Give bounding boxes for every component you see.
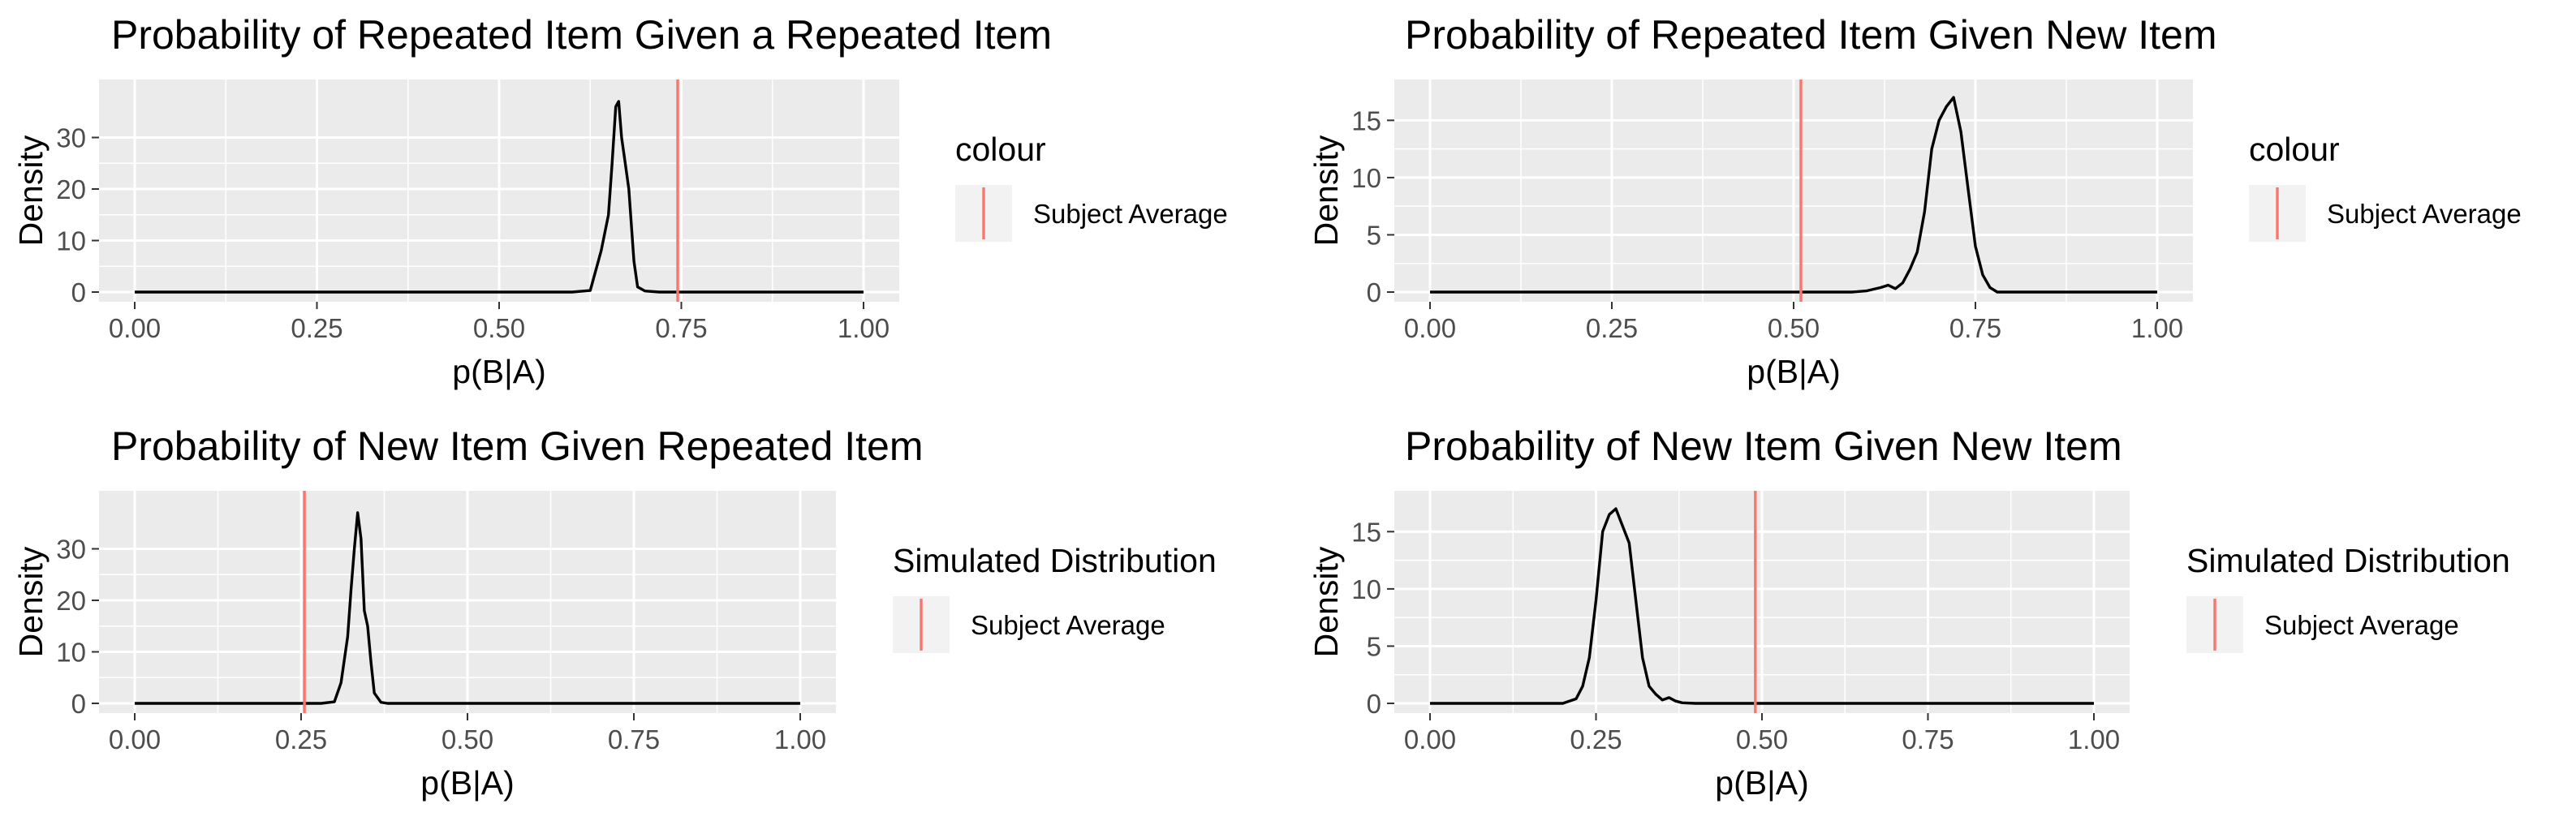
y-tick-label: 30 [56,535,86,565]
legend-label: Subject Average [1033,199,1228,229]
density-curve [1430,96,2157,294]
x-tick-label: 0.75 [1949,313,2001,343]
y-tick-label: 5 [1367,631,1381,661]
y-tick-label: 5 [1367,220,1381,250]
legend-label: Subject Average [2327,199,2522,229]
x-tick-label: 1.00 [838,313,890,343]
x-axis-label: p(B|A) [1715,764,1808,802]
legend: Simulated Distribution Subject Average [893,542,1217,653]
y-axis-label: Density [1307,546,1345,657]
chart-panel-1: 0.00 0.25 0.50 0.75 1.00 0 10 20 30 Probability o… [12,12,1228,390]
x-tick-label: 0.25 [1586,313,1638,343]
x-axis-label: p(B|A) [1747,353,1840,390]
legend-label: Subject Average [971,610,1165,640]
y-tick-label: 10 [1351,163,1381,193]
chart-panel-4: 0.00 0.25 0.50 0.75 1.00 0 5 10 15 Probability of… [1307,423,2510,802]
x-tick-label: 0.25 [1570,724,1622,754]
y-tick-label: 30 [56,123,86,153]
legend-title: Simulated Distribution [893,542,1217,579]
x-tick-label: 0.00 [1404,313,1456,343]
chart-title: Probability of New Item Given New Item [1405,423,2122,469]
chart-panel-3: 0.00 0.25 0.50 0.75 1.00 0 10 20 30 Probability o… [12,423,1217,802]
y-tick-label: 0 [1367,689,1381,719]
density-curve [1430,507,2094,705]
y-tick-label: 0 [71,277,86,307]
legend-label: Subject Average [2264,610,2459,640]
x-tick-label: 0.50 [1768,313,1820,343]
y-tick-label: 15 [1351,105,1381,135]
x-tick-label: 0.00 [109,724,161,754]
y-tick-label: 10 [1351,574,1381,604]
legend: colour Subject Average [955,131,1228,242]
x-tick-label: 1.00 [2131,313,2183,343]
legend-title: colour [955,131,1046,168]
y-tick-label: 10 [56,638,86,668]
density-curve [135,511,800,705]
y-axis-label: Density [12,546,50,657]
x-tick-label: 0.00 [109,313,161,343]
y-axis-label: Density [1307,135,1345,246]
legend: Simulated Distribution Subject Average [2186,542,2510,653]
x-tick-label: 0.25 [275,724,327,754]
y-tick-label: 20 [56,586,86,616]
x-tick-label: 0.50 [1736,724,1788,754]
density-curve [135,100,864,294]
y-tick-label: 20 [56,174,86,204]
y-tick-label: 0 [71,689,86,719]
x-tick-label: 0.25 [291,313,342,343]
legend-title: colour [2249,131,2340,168]
y-tick-label: 10 [56,226,86,256]
x-tick-label: 1.00 [2068,724,2120,754]
y-axis-label: Density [12,135,50,246]
y-tick-label: 0 [1367,277,1381,307]
x-tick-label: 1.00 [774,724,826,754]
chart-title: Probability of New Item Given Repeated I… [111,423,923,469]
chart-title: Probability of Repeated Item Given New I… [1405,12,2216,58]
legend: colour Subject Average [2249,131,2522,242]
legend-title: Simulated Distribution [2186,542,2510,579]
x-tick-label: 0.75 [655,313,707,343]
x-axis-label: p(B|A) [452,353,545,390]
y-tick-label: 15 [1351,517,1381,547]
x-tick-label: 0.00 [1404,724,1456,754]
x-axis-label: p(B|A) [420,764,514,802]
x-tick-label: 0.50 [442,724,493,754]
x-tick-label: 0.50 [473,313,525,343]
chart-title: Probability of Repeated Item Given a Rep… [111,12,1052,58]
x-tick-label: 0.75 [1902,724,1954,754]
chart-panel-2: 0.00 0.25 0.50 0.75 1.00 0 5 10 15 Probability of… [1307,12,2522,390]
x-tick-label: 0.75 [608,724,660,754]
